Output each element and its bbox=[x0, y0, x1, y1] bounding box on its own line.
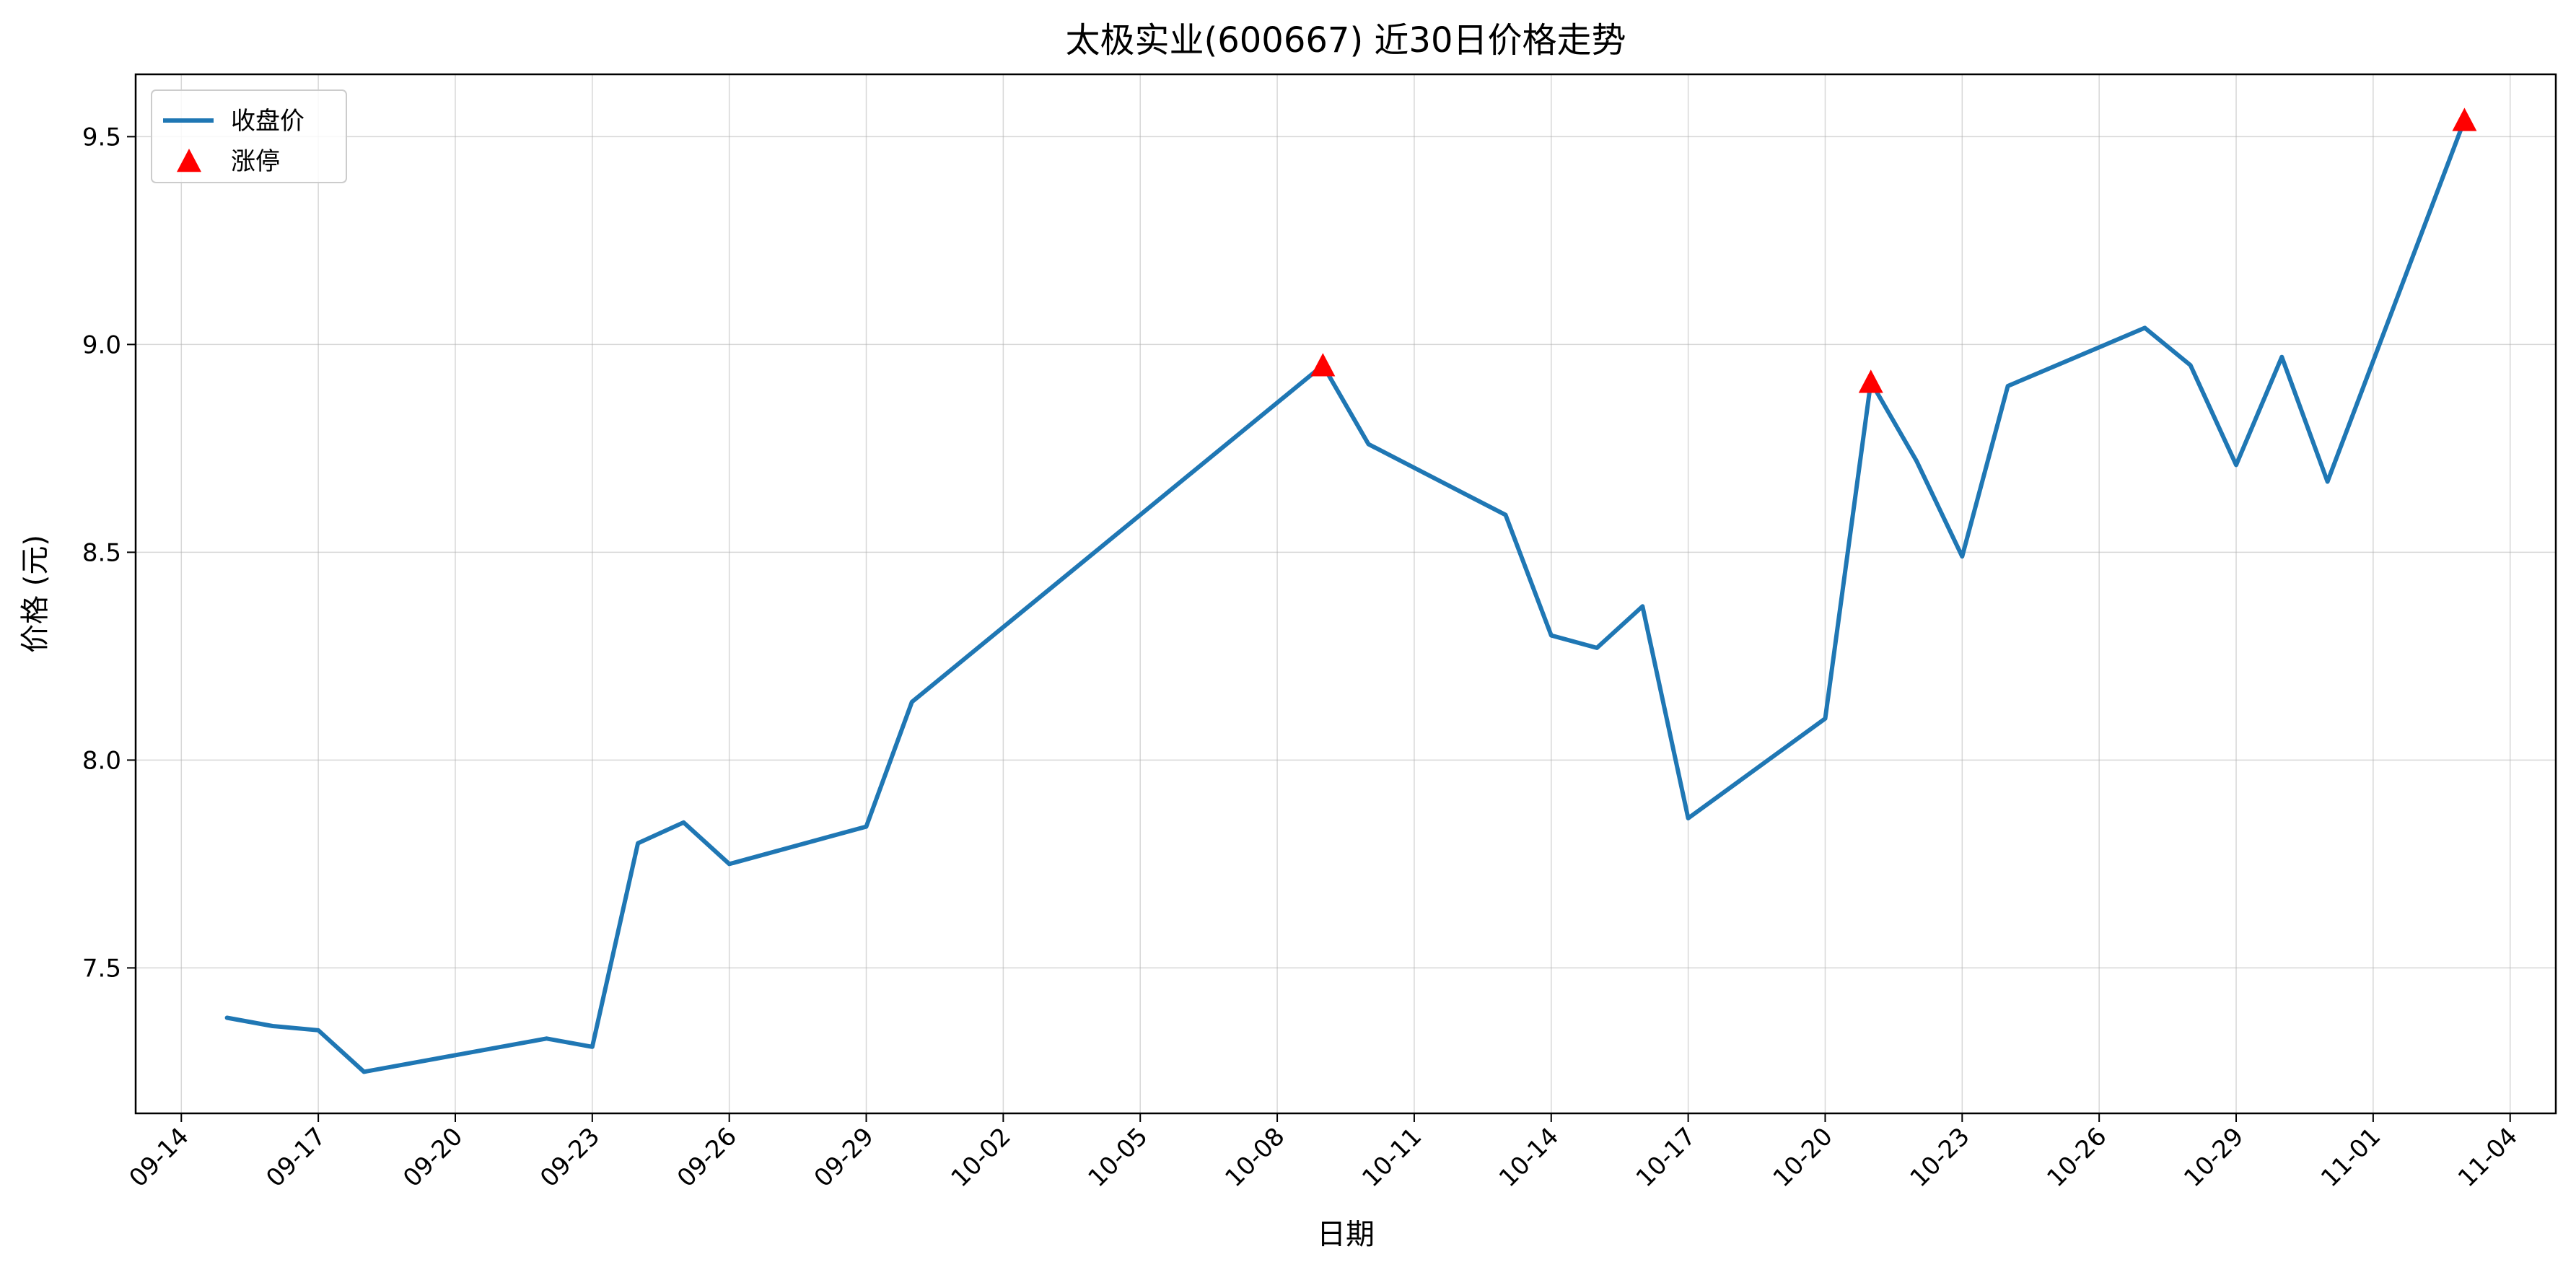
legend-label-limit-up: 涨停 bbox=[231, 147, 280, 176]
y-axis-label: 价格 (元) bbox=[19, 535, 52, 653]
legend-marker-swatch bbox=[177, 149, 201, 172]
limit-up-marker bbox=[1310, 353, 1336, 377]
x-axis-label: 日期 bbox=[1317, 1218, 1375, 1251]
grid-lines bbox=[136, 74, 2556, 1113]
y-tick-label: 7.5 bbox=[82, 954, 121, 983]
legend-label-close: 收盘价 bbox=[231, 107, 305, 136]
y-axis-ticks: 7.5 8.0 8.5 9.0 9.5 bbox=[82, 123, 136, 983]
limit-up-marker bbox=[1858, 369, 1883, 393]
y-tick-label: 8.5 bbox=[82, 538, 121, 567]
limit-up-marker bbox=[2452, 108, 2477, 131]
y-tick-label: 9.5 bbox=[82, 123, 121, 152]
y-tick-label: 8.0 bbox=[82, 746, 121, 775]
chart-title: 太极实业(600667) 近30日价格走势 bbox=[1065, 20, 1626, 61]
legend-box bbox=[151, 89, 347, 183]
y-tick-label: 9.0 bbox=[82, 330, 121, 359]
close-price-line bbox=[224, 118, 2467, 1074]
plot-frame bbox=[134, 73, 2557, 1115]
data-series bbox=[224, 108, 2477, 1074]
